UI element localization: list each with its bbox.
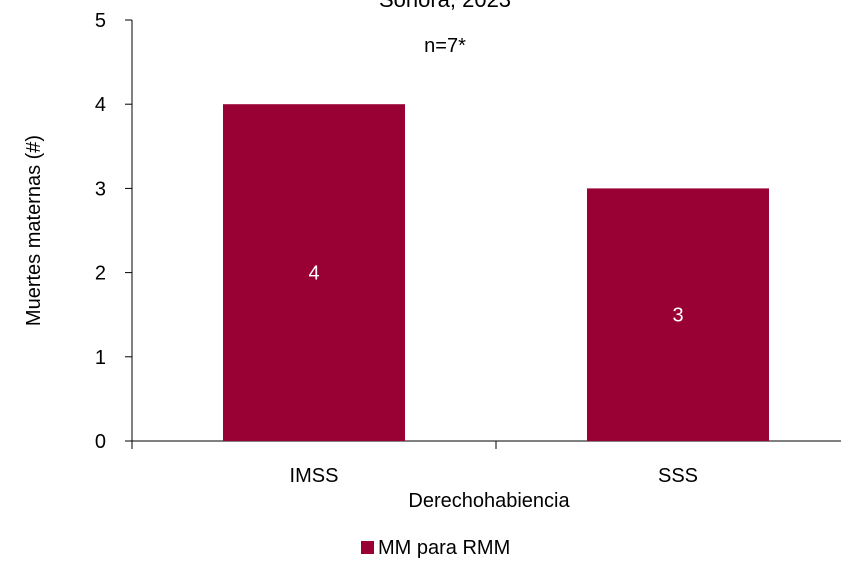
bar-imss [223, 104, 405, 441]
y-axis-title: Muertes maternas (#) [23, 135, 45, 326]
data-label: 3 [672, 305, 683, 327]
chart-title: Sonora, 2023 [379, 0, 511, 12]
data-label: 4 [308, 263, 319, 285]
legend-label: MM para RMM [378, 537, 510, 559]
y-tick-label: 4 [95, 94, 106, 116]
y-tick-label: 1 [95, 347, 106, 369]
chart-subtitle: n=7* [424, 35, 466, 57]
y-tick-label: 3 [95, 178, 106, 200]
bar-sss [587, 188, 769, 441]
y-tick-label: 0 [95, 431, 106, 453]
x-axis-title: Derechohabiencia [408, 490, 570, 512]
x-tick-label: SSS [658, 465, 698, 487]
legend-swatch [361, 541, 374, 554]
y-tick-label: 5 [95, 10, 106, 32]
y-tick-label: 2 [95, 263, 106, 285]
x-tick-label: IMSS [290, 465, 339, 487]
